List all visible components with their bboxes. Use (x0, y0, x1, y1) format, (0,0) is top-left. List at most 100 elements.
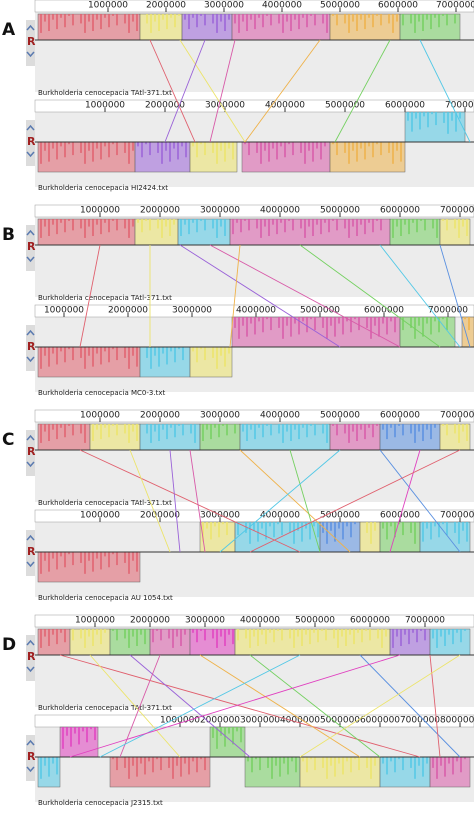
track-control-panel (26, 225, 35, 271)
lcb-block (109, 756, 211, 788)
ruler-tick-label: 8000000 (440, 716, 474, 726)
lcb-block (37, 423, 91, 451)
ruler-tick-label: 4000000 (280, 716, 320, 726)
lcb-connector (439, 244, 471, 348)
ruler-tick-label: 6000000 (364, 306, 404, 316)
lcb-connector (149, 39, 196, 143)
lcb-block (241, 141, 331, 173)
lcb-connector (79, 449, 301, 553)
ruler-tick-label: 6000000 (385, 101, 425, 111)
lcb-block (37, 218, 136, 246)
lcb-block (461, 316, 474, 348)
lcb-block (139, 423, 201, 451)
ruler-tick-label: 5000000 (320, 511, 360, 521)
lcb-block (181, 13, 233, 41)
lcb-fill (429, 756, 471, 788)
lcb-connector (119, 654, 161, 758)
track-control-label: R (27, 35, 36, 48)
lcb-block (37, 551, 141, 583)
lcb-connector (239, 449, 351, 553)
lcb-connector (229, 244, 241, 348)
lcb-fill (199, 521, 236, 553)
lcb-fill (89, 423, 141, 451)
lcb-fill (139, 346, 191, 378)
ruler-tick-label: 1000000 (80, 511, 120, 521)
lcb-fill (389, 628, 431, 656)
zoom-down-arrow (26, 666, 35, 673)
ruler-tick-label: 6000000 (350, 616, 390, 626)
lcb-connector (249, 449, 461, 553)
ruler-tick-label: 1000000 (80, 206, 120, 216)
lcb-block (244, 756, 301, 788)
ruler-tick-label: 4000000 (236, 306, 276, 316)
lcb-fill (37, 423, 91, 451)
zoom-up-arrow (26, 534, 35, 541)
ruler-tick-label: 5000000 (295, 616, 335, 626)
lcb-fill (231, 13, 331, 41)
ruler-tick-label: 4000000 (265, 101, 305, 111)
ruler-tick-label: 3000000 (240, 716, 280, 726)
lcb-block (399, 13, 461, 41)
ruler (34, 714, 474, 728)
lcb-block (37, 141, 136, 173)
ruler-tick-label: 6000000 (360, 716, 400, 726)
ruler-tick-label: 3000000 (205, 101, 245, 111)
lcb-fill (379, 756, 431, 788)
zoom-up-arrow (26, 329, 35, 336)
lcb-block (429, 628, 471, 656)
track-control-panel (26, 20, 35, 66)
track-control-label: R (27, 135, 36, 148)
track-control-panel (26, 430, 35, 476)
ruler-tick-label: 5000000 (300, 306, 340, 316)
lcb-connector (59, 654, 421, 758)
zoom-up-arrow (26, 739, 35, 746)
lcb-block (234, 521, 321, 553)
ruler-tick-label: 5000000 (320, 206, 360, 216)
lcb-fill (239, 423, 331, 451)
ruler-tick-label: 3000000 (172, 306, 212, 316)
ruler-tick-label: 1000000 (75, 616, 115, 626)
lcb-block (139, 13, 183, 41)
track-control-panel (26, 735, 35, 781)
lcb-block (439, 218, 471, 246)
ruler-tick-label: 1000000 (80, 411, 120, 421)
ruler-tick-label: 1000000 (160, 716, 200, 726)
lcb-connector (249, 654, 381, 758)
lcb-fill (177, 218, 231, 246)
lcb-connector (189, 449, 206, 553)
ruler-tick-label: 2000000 (140, 411, 180, 421)
lcb-block (149, 628, 191, 656)
lcb-block (199, 423, 241, 451)
ruler-tick-label: 3000000 (204, 1, 244, 11)
lcb-block (89, 423, 141, 451)
lcb-block (239, 423, 331, 451)
genome-name: Burkholderia cenocepacia AU 1054.txt (38, 594, 173, 602)
lcb-connector (299, 654, 461, 758)
lcb-connector (209, 39, 236, 143)
lcb-block (37, 628, 71, 656)
ruler-tick-label: 2000000 (145, 101, 185, 111)
lcb-block (37, 756, 61, 788)
track-control-panel (26, 530, 35, 576)
lcb-block (329, 13, 401, 41)
ruler-tick-label: 5000000 (320, 716, 360, 726)
genome-name: Burkholderia cenocepacia J2315.txt (38, 799, 163, 807)
lcb-connector (129, 654, 251, 758)
lcb-fill (139, 423, 201, 451)
lcb-block (69, 628, 111, 656)
lcb-connector (379, 244, 461, 348)
lcb-block (109, 628, 151, 656)
lcb-connector (179, 244, 341, 348)
ruler-tick-label: 5000000 (320, 1, 360, 11)
lcb-connector (199, 654, 361, 758)
panel-letter: D (2, 635, 16, 655)
lcb-fill (229, 218, 391, 246)
zoom-up-arrow (26, 229, 35, 236)
ruler-tick-label: 3000000 (200, 511, 240, 521)
lcb-block (389, 628, 431, 656)
lcb-block (199, 521, 236, 553)
ruler (34, 0, 474, 13)
ruler-tick-label: 4000000 (260, 206, 300, 216)
lcb-connector (89, 654, 181, 758)
ruler-tick-label: 6000000 (380, 411, 420, 421)
